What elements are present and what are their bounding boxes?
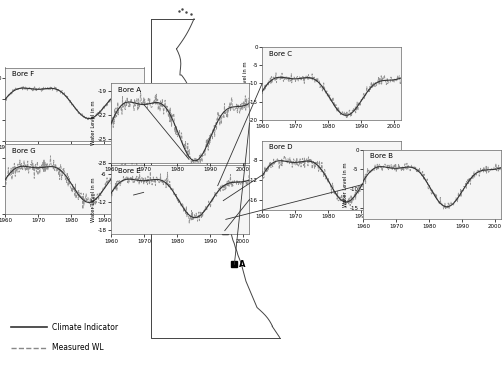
Text: Bore E: Bore E [118, 168, 141, 174]
Y-axis label: Water Level in m: Water Level in m [242, 61, 247, 106]
Y-axis label: Water Level in m: Water Level in m [242, 153, 247, 198]
Text: B: B [215, 215, 221, 224]
Text: D: D [226, 196, 233, 205]
Text: E: E [229, 226, 235, 235]
Text: Measured WL: Measured WL [51, 344, 103, 352]
Y-axis label: Water Level in m: Water Level in m [343, 162, 348, 207]
Text: C: C [221, 181, 227, 190]
Text: Bore F: Bore F [12, 71, 34, 77]
Text: Bore G: Bore G [12, 148, 36, 154]
Text: G: G [137, 190, 144, 200]
Text: F: F [192, 155, 198, 164]
Y-axis label: Water Level in m: Water Level in m [91, 100, 96, 145]
Text: A: A [239, 260, 245, 269]
Text: Climate Indicator: Climate Indicator [51, 322, 118, 332]
Text: Bore D: Bore D [269, 144, 292, 150]
Text: Bore B: Bore B [370, 153, 393, 159]
Y-axis label: Water Level in m: Water Level in m [91, 177, 96, 222]
Text: Bore A: Bore A [118, 87, 141, 93]
Text: Bore C: Bore C [269, 51, 292, 57]
